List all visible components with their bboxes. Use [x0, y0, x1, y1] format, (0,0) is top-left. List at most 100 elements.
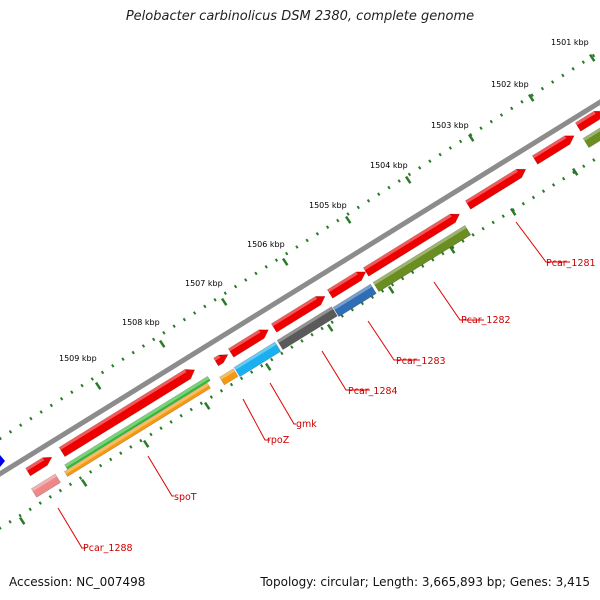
inner-ruler-dot — [290, 345, 294, 349]
gene-fwd-4 — [227, 329, 269, 358]
inner-ruler-dot — [249, 370, 254, 374]
inner-ruler-dot — [159, 426, 163, 431]
gene-rev-gmk-body — [233, 341, 282, 378]
ruler-dot — [540, 86, 545, 91]
ruler-dot — [448, 146, 453, 150]
inner-ruler-dot — [229, 382, 234, 387]
ruler-dot — [489, 119, 493, 124]
label-leaders — [57, 221, 570, 549]
ruler-dot — [499, 113, 504, 117]
ruler-dot — [520, 99, 524, 104]
inner-ruler-dot — [28, 507, 32, 512]
inner-ruler-dot — [592, 158, 596, 162]
gene-rev-pcar1282 — [372, 225, 472, 293]
inner-ruler-dot — [431, 258, 435, 262]
ruler-tick — [588, 53, 596, 62]
ruler-dot — [387, 185, 391, 190]
inner-ruler-dot — [411, 270, 415, 275]
gene-fwd-3 — [213, 354, 229, 367]
inner-ruler-dot — [189, 407, 193, 412]
gene-rev-pcar1288 — [30, 473, 61, 498]
gene-rev-rpoz-body — [219, 368, 239, 386]
gene-fwd-1-shine — [25, 457, 45, 471]
gene-fwd-8 — [464, 168, 527, 210]
gene-rev-edge-shine — [583, 127, 600, 141]
inner-ruler-dot — [390, 282, 395, 287]
ruler-label: 1504 kbp — [370, 161, 408, 170]
ruler-dot — [121, 357, 125, 362]
gene-fwd-6-body — [326, 271, 367, 299]
gene-rev-edge-body — [582, 127, 600, 149]
gene-fwd-10-body — [574, 110, 600, 132]
ruler-label: 1503 kbp — [431, 121, 469, 130]
inner-ruler-dot — [551, 183, 556, 187]
gene-fwd-5 — [270, 296, 326, 333]
inner-ruler-dot — [68, 482, 73, 487]
inner-ruler-tick — [18, 516, 26, 525]
gene-rev-pcar1283-body — [332, 283, 377, 318]
gene-fwd-9 — [531, 135, 575, 165]
inner-ruler-tick — [326, 323, 334, 332]
gene-rev-green — [64, 376, 211, 470]
inner-ruler-dot — [400, 276, 405, 281]
leader-line — [269, 382, 296, 425]
gene-fwd-10 — [574, 110, 600, 132]
gene-fwd-8-body — [464, 168, 527, 210]
ruler-dot — [244, 278, 248, 282]
inner-ruler-dot — [320, 326, 324, 331]
gene-label: Pcar_1283 — [396, 356, 446, 367]
gene-rev-pcar1288-shine — [31, 474, 57, 492]
ruler-tick — [158, 339, 166, 348]
inner-ruler-dot — [199, 401, 203, 406]
ruler-dot — [285, 251, 289, 256]
gene-fwd-3-shine — [213, 355, 221, 361]
inner-ruler-dot — [561, 176, 566, 181]
ruler-dot — [152, 337, 156, 342]
ruler-dot — [407, 172, 412, 177]
ruler-dot — [233, 284, 238, 289]
ruler-dot — [418, 165, 422, 170]
inner-ruler-dot — [179, 413, 183, 418]
gene-fwd-6 — [326, 271, 367, 299]
ruler-dot — [510, 106, 514, 111]
gene-features — [25, 110, 600, 498]
inner-ruler-dot — [239, 376, 244, 381]
inner-ruler-tick — [387, 285, 395, 294]
leader-line — [147, 455, 174, 497]
gene-label: Pcar_1282 — [461, 315, 511, 326]
ruler-labels: 1501 kbp 1502 kbp 1503 kbp 1504 kbp 1505 kbp… — [59, 38, 589, 363]
ruler-dot — [0, 436, 2, 441]
leader-line — [367, 320, 420, 361]
inner-ruler-dot — [109, 457, 113, 462]
inner-ruler-dot — [119, 451, 123, 455]
inner-ruler-tick — [203, 401, 211, 410]
ruler-dot — [162, 330, 166, 335]
ruler-dot — [19, 423, 23, 428]
inner-ruler-dot — [38, 501, 42, 505]
inner-ruler-dot — [572, 170, 576, 175]
ruler-dot — [591, 53, 596, 58]
ruler-dot — [182, 317, 187, 322]
inner-ruler-dot — [58, 488, 63, 493]
ruler-dot — [366, 198, 371, 203]
ruler-dot — [39, 410, 43, 414]
inner-ruler-dot — [260, 364, 264, 368]
gene-rev-gmk-shine — [234, 342, 277, 370]
inner-ruler-dot — [531, 195, 536, 200]
gene-rev-green-body — [64, 376, 211, 470]
ruler-dot — [213, 297, 217, 302]
ruler-dot — [59, 396, 64, 401]
inner-ruler-dot — [8, 519, 12, 524]
inner-ruler-dot — [48, 495, 52, 499]
gene-rev-pcar1283-shine — [333, 284, 373, 310]
ruler-dot — [561, 73, 565, 78]
inner-ruler-dot — [88, 470, 93, 474]
ruler-dot — [346, 212, 350, 216]
inner-ruler-dot — [219, 388, 224, 393]
inner-ruler-tick — [264, 362, 272, 371]
inner-ruler-dot — [501, 214, 505, 218]
inner-ruler-dot — [471, 233, 475, 237]
inner-ruler-tick — [509, 207, 517, 216]
